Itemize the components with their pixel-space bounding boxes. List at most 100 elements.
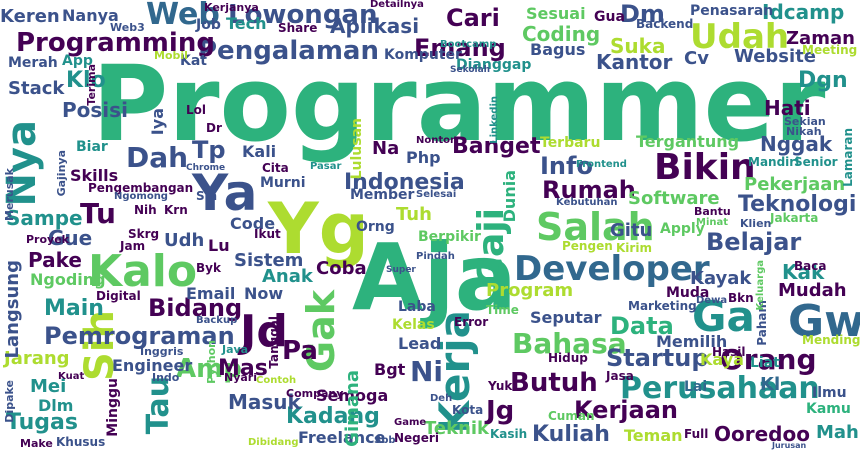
word-keluarga: Keluarga	[755, 260, 766, 311]
word-ikut: Ikut	[254, 227, 281, 241]
word-stack: Stack	[8, 78, 65, 99]
word-kantor: Kantor	[596, 50, 673, 74]
word-kalo: Kalo	[88, 246, 198, 297]
word-sistem: Sistem	[234, 250, 304, 271]
word-sekolah: Sekolah	[450, 65, 491, 75]
word-klo: Klo	[66, 68, 106, 93]
word-khusus: Khusus	[56, 435, 106, 449]
word-dewa: Dewa	[696, 295, 728, 306]
word-mandiri: Mandiri	[748, 155, 800, 169]
word-pengalaman: Pengalaman	[198, 36, 379, 66]
word-pekerjaan: Pekerjaan	[744, 174, 846, 195]
word-jurusan: Jurusan	[772, 441, 807, 450]
word-kaya: Kaya	[700, 350, 744, 369]
word-berpikir: Berpikir	[418, 229, 481, 245]
word-dgn: Dgn	[798, 68, 848, 93]
word-dlm: Dlm	[38, 396, 74, 415]
word-ya: Ya	[192, 164, 258, 222]
word-coding: Coding	[522, 22, 601, 46]
word-program: Program	[486, 280, 574, 301]
word-cita: Cita	[262, 161, 289, 175]
word-ni: Ni	[410, 355, 444, 388]
word-deh: Deh	[430, 393, 453, 404]
word-tergantung: Tergantung	[636, 132, 740, 151]
word-software: Software	[628, 188, 720, 209]
word-kak: Kak	[782, 260, 825, 284]
word-inggris: Inggris	[140, 345, 184, 358]
word-hasil: Hasil	[712, 345, 746, 359]
word-backend: Backend	[636, 17, 694, 31]
word-memilih: Memilih	[656, 332, 728, 351]
word-mudah: Mudah	[778, 280, 847, 301]
word-seputar: Seputar	[530, 308, 602, 327]
word-bikin: Bikin	[654, 147, 756, 188]
word-proyek: Proyek	[26, 233, 69, 246]
word-php: Php	[406, 148, 441, 167]
word-tech: Tech	[226, 14, 267, 33]
word-kerjanya: Kerjanya	[204, 1, 259, 14]
word-kirim: Kirim	[616, 241, 652, 255]
word-sm: Sm	[196, 189, 218, 203]
word-skills: Skills	[70, 166, 119, 185]
word-dibidang: Dibidang	[248, 437, 299, 448]
word-meeting: Meeting	[802, 43, 858, 57]
word-nggak: Nggak	[760, 132, 833, 156]
word-masuk: Masuk	[228, 390, 301, 414]
word-minat: Minat	[696, 217, 729, 228]
word-time: Time	[486, 303, 519, 317]
word-nonton: Nonton	[416, 135, 458, 146]
word-liat: Liat	[750, 355, 780, 371]
word-gue: Gue	[48, 226, 93, 250]
word-orang: Orang	[720, 343, 817, 376]
word-tp: Tp	[192, 136, 226, 164]
word-semoga: Semoga	[316, 386, 389, 405]
word-digital: Digital	[96, 289, 141, 303]
word-teknik: Teknik	[424, 418, 490, 439]
word-mah: Mah	[816, 422, 859, 443]
word-website: Website	[734, 46, 817, 67]
word-hidup: Hidup	[548, 351, 588, 365]
word-web: Web	[146, 0, 220, 32]
word-merusak: Merusak	[3, 168, 16, 221]
word-udh: Udh	[164, 230, 205, 251]
word-banget: Banget	[452, 134, 541, 159]
word-programming: Programming	[16, 28, 215, 58]
word-startup: Startup	[606, 344, 709, 372]
word-tu: Tu	[80, 197, 116, 230]
word-marketing: Marketing	[628, 299, 697, 313]
word-jam: Jam	[120, 239, 146, 253]
word-developer: Developer	[514, 249, 710, 289]
word-frontend: Frontend	[576, 159, 627, 170]
word-pemrograman: Pemrograman	[44, 322, 235, 350]
word-yg: Yg	[268, 188, 369, 270]
word-pengembangan: Pengembangan	[88, 181, 194, 195]
word-perusahaan: Perusahaan	[620, 371, 820, 406]
word-sampe: Sampe	[6, 206, 83, 230]
word-terima: Terima	[85, 64, 98, 106]
word-kuliah: Kuliah	[532, 422, 610, 447]
word-company: Company	[286, 387, 344, 400]
word-code: Code	[230, 214, 276, 233]
word-hati: Hati	[764, 96, 811, 120]
word-tau: Tau	[141, 376, 176, 435]
word-ngoding: Ngoding	[30, 270, 106, 289]
word-salah: Salah	[536, 205, 655, 249]
word-share: Share	[278, 21, 318, 35]
word-kali: Kali	[242, 142, 277, 161]
word-laba: Laba	[398, 299, 436, 315]
word-pa: Pa	[282, 336, 318, 366]
word-kuat: Kuat	[58, 371, 85, 382]
word-detailnya: Detailnya	[370, 0, 424, 10]
word-senior: Senior	[794, 155, 838, 169]
word-contoh: Contoh	[256, 375, 297, 386]
word-python: Python	[205, 340, 218, 384]
word-jd: Jd	[240, 306, 288, 357]
word-kl: Kl	[760, 374, 781, 395]
word-gitu: Gitu	[610, 220, 653, 241]
word-mas: Mas	[218, 356, 268, 381]
word-sesuai: Sesuai	[526, 4, 586, 23]
word-dr: Dr	[206, 121, 222, 135]
word-lu: Lu	[208, 236, 230, 255]
word-dunia: Dunia	[500, 170, 519, 223]
